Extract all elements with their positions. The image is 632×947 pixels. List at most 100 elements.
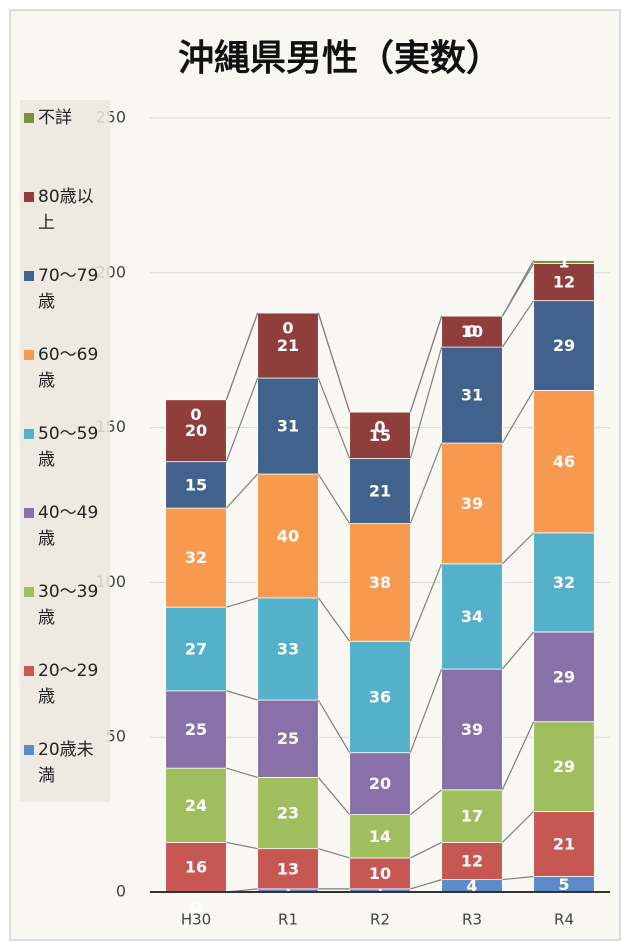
series-line [409, 668, 443, 753]
data-label: 31 [277, 417, 299, 436]
legend: 不詳 80歳以上 70〜79歳 60〜69歳 50〜59歳 40〜49歳 30〜39歳 20〜… [20, 100, 110, 802]
legend-swatch [24, 587, 34, 597]
bar-segment [165, 842, 227, 893]
series-line [410, 841, 442, 859]
data-label: 31 [461, 386, 483, 405]
data-label: 25 [185, 720, 207, 739]
data-label: 36 [369, 687, 391, 706]
legend-swatch [24, 271, 34, 281]
bar-segment [349, 458, 411, 524]
data-label: 32 [185, 548, 207, 567]
data-label: 34 [461, 607, 483, 626]
bar-segment [349, 640, 411, 754]
series-line [317, 699, 351, 753]
chart-title: 沖縄県男性（実数） [178, 38, 502, 79]
x-tick-label: R3 [462, 911, 482, 929]
bar-segment [441, 442, 503, 565]
x-tick-label: R1 [278, 911, 298, 929]
data-label: 13 [277, 859, 299, 878]
data-label: 32 [553, 573, 575, 592]
bar-segment [349, 411, 411, 459]
series-line [317, 597, 351, 642]
data-label: 46 [553, 452, 575, 471]
data-label: 23 [277, 804, 299, 823]
legend-label: 20歳未満 [38, 740, 94, 786]
data-label: 14 [369, 827, 391, 846]
x-tick-label: R2 [370, 911, 390, 929]
data-label: 21 [369, 482, 391, 501]
legend-label: 30〜39歳 [38, 582, 99, 628]
legend-label: 50〜59歳 [38, 424, 99, 470]
data-label: 10 [461, 322, 483, 341]
legend-entry: 60〜69歳 [24, 342, 106, 394]
legend-entry: 20歳未満 [24, 737, 106, 789]
legend-label: 40〜49歳 [38, 503, 99, 549]
legend-entry: 20〜29歳 [24, 658, 106, 710]
y-tick-label: 0 [116, 882, 126, 901]
series-line [501, 631, 535, 670]
bar-segment [165, 399, 227, 463]
data-label: 21 [277, 336, 299, 355]
series-line [501, 811, 535, 843]
legend-swatch [24, 666, 34, 676]
series-line [501, 390, 535, 444]
bar-segment [165, 461, 227, 509]
data-label: 10 [369, 864, 391, 883]
bar-segment [441, 315, 503, 348]
bar-segment [257, 597, 319, 701]
series-line [410, 879, 442, 890]
data-label: 39 [461, 720, 483, 739]
series-line [226, 841, 258, 850]
x-tick-label: H30 [181, 911, 211, 929]
legend-swatch [24, 350, 34, 360]
data-label: 25 [277, 729, 299, 748]
series-line [226, 767, 258, 779]
bar-segment [257, 777, 319, 850]
series-line [226, 597, 258, 608]
series-line [501, 260, 535, 317]
bar-segment [257, 473, 319, 599]
series-line [409, 346, 443, 459]
bar-segment [533, 390, 595, 534]
bar-segment [165, 767, 227, 843]
legend-entry: 80歳以上 [24, 184, 106, 236]
series-line [409, 442, 443, 524]
data-label: 27 [185, 639, 207, 658]
series-line [409, 315, 443, 413]
data-label: 16 [185, 858, 207, 877]
data-label: 0 [190, 898, 201, 917]
data-label: 29 [553, 336, 575, 355]
y-tick-label: 50 [106, 727, 126, 746]
series-line [225, 473, 259, 509]
data-label: 12 [553, 273, 575, 292]
legend-swatch [24, 508, 34, 518]
data-label: 12 [461, 852, 483, 871]
legend-swatch [24, 113, 34, 123]
series-line [318, 848, 350, 859]
data-label: 20 [369, 774, 391, 793]
bar-segment [533, 300, 595, 391]
legend-entry: 40〜49歳 [24, 500, 106, 552]
bar-segment [165, 507, 227, 608]
legend-swatch [24, 192, 34, 202]
data-label: 5 [558, 875, 569, 894]
legend-entry: 70〜79歳 [24, 263, 106, 315]
data-label: 1 [374, 881, 385, 900]
data-label: 17 [461, 807, 483, 826]
bar-segment [257, 312, 319, 379]
series-line [317, 473, 351, 524]
legend-entry: 不詳 [24, 105, 106, 131]
bar-segment [533, 263, 595, 302]
bar-segment [349, 814, 411, 859]
data-label: 0 [466, 322, 477, 341]
bar-segment [441, 668, 503, 791]
bar-segment [257, 848, 319, 890]
legend-label: 60〜69歳 [38, 345, 99, 391]
bar-segment [257, 377, 319, 475]
data-label: 29 [553, 667, 575, 686]
series-line [317, 312, 351, 413]
data-label: 33 [277, 639, 299, 658]
series-line [409, 563, 443, 642]
